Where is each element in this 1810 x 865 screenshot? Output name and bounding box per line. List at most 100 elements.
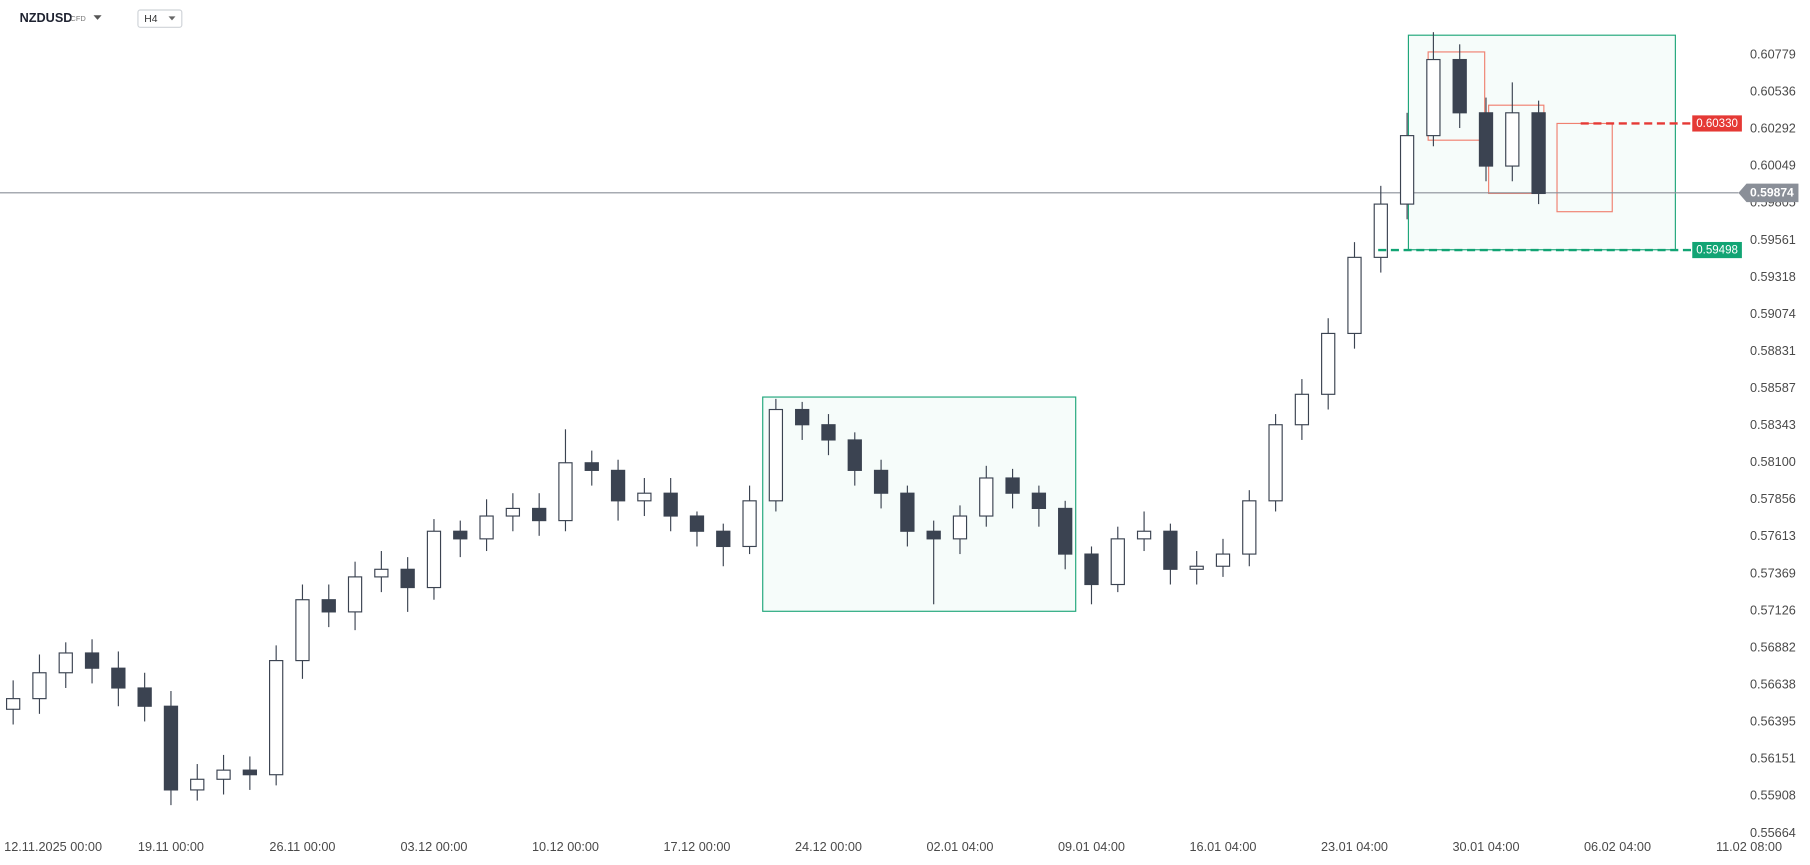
candle-body xyxy=(505,507,521,517)
candle-body xyxy=(716,530,731,548)
candle-body xyxy=(163,705,179,791)
candle-body xyxy=(295,599,310,662)
candle-body xyxy=(847,439,862,471)
last-price-label: 0.59874 xyxy=(1750,186,1794,200)
candle-body xyxy=(742,500,757,548)
candle-body xyxy=(1005,477,1020,494)
timeframe-select[interactable] xyxy=(137,9,183,28)
candle-body xyxy=(137,687,152,707)
x-tick-label: 06.02 04:00 xyxy=(1584,840,1651,854)
candle-body xyxy=(952,515,968,540)
candle-body xyxy=(111,667,126,689)
instrument: CFD xyxy=(70,14,86,23)
candle-body xyxy=(1399,135,1415,205)
zone-box xyxy=(762,396,1077,612)
candle-body xyxy=(374,568,389,578)
candle-body xyxy=(84,652,100,669)
x-tick-label: 09.01 04:00 xyxy=(1058,840,1125,854)
x-tick-label: 30.01 04:00 xyxy=(1452,840,1519,854)
candle-body xyxy=(1294,393,1310,426)
x-tick-label: 24.12 00:00 xyxy=(795,840,862,854)
candle-body xyxy=(1110,538,1125,586)
symbol-dropdown[interactable] xyxy=(93,15,102,20)
y-tick-label: 0.56882 xyxy=(1750,640,1796,654)
candle-body xyxy=(532,507,547,522)
y-tick-label: 0.57613 xyxy=(1750,529,1796,543)
y-tick-label: 0.57856 xyxy=(1750,492,1796,506)
candle-body xyxy=(1373,203,1388,258)
x-tick-label: 03.12 00:00 xyxy=(400,840,467,854)
candle-body xyxy=(873,469,889,494)
candle-body xyxy=(1452,58,1467,114)
candle-body xyxy=(1189,565,1204,570)
y-tick-label: 0.59318 xyxy=(1750,270,1796,284)
candle-body xyxy=(32,672,47,700)
x-tick-label: 23.01 04:00 xyxy=(1321,840,1388,854)
timeframe-dropdown[interactable] xyxy=(168,16,176,21)
candle-body xyxy=(453,530,468,540)
y-tick-label: 0.60049 xyxy=(1750,159,1796,173)
candle-body xyxy=(1215,553,1231,567)
level-tag xyxy=(1692,241,1742,259)
header: NZDUSD CFD H4 xyxy=(20,9,183,28)
y-tick-label: 0.59561 xyxy=(1750,233,1796,247)
x-tick-label: 19.11 00:00 xyxy=(138,840,204,854)
x-tick-label: 10.12 00:00 xyxy=(532,840,599,854)
candle-body xyxy=(1031,492,1047,510)
y-tick-label: 0.60292 xyxy=(1750,122,1796,136)
candle-body xyxy=(1242,500,1257,555)
candle-body xyxy=(216,769,231,780)
level-tag-label: 0.60330 xyxy=(1696,118,1738,130)
last-price-tag xyxy=(1738,183,1799,203)
y-tick-label: 0.60779 xyxy=(1750,47,1796,61)
candle-body xyxy=(479,515,494,540)
y-tick-label: 0.59074 xyxy=(1750,307,1796,321)
candle-body xyxy=(1478,112,1494,167)
candle-body xyxy=(321,599,336,613)
candle-body xyxy=(269,660,284,776)
y-tick-label: 0.55664 xyxy=(1750,826,1796,840)
candle-body xyxy=(190,778,205,791)
symbol[interactable]: NZDUSD xyxy=(20,11,73,25)
candle-body xyxy=(689,515,705,532)
candle-body xyxy=(1084,553,1099,586)
candle-body xyxy=(5,698,21,710)
candle-body xyxy=(1347,256,1362,335)
price-axis: 0.607790.605360.602920.600490.598050.595… xyxy=(4,47,1799,854)
x-tick-label: 17.12 00:00 xyxy=(663,840,730,854)
y-tick-label: 0.58831 xyxy=(1750,344,1796,358)
x-tick-label: 12.11.2025 00:00 xyxy=(4,840,102,854)
candle-body xyxy=(1505,112,1520,167)
y-tick-label: 0.56151 xyxy=(1750,752,1796,766)
y-tick-label: 0.56395 xyxy=(1750,715,1796,729)
candle-body xyxy=(58,652,73,674)
candle-body xyxy=(1426,58,1441,137)
y-tick-label: 0.57126 xyxy=(1750,603,1796,617)
x-tick-label: 02.01 04:00 xyxy=(926,840,993,854)
candle-body xyxy=(768,408,784,502)
candle-body xyxy=(1136,530,1152,540)
y-tick-label: 0.57369 xyxy=(1750,566,1796,580)
plot-area xyxy=(0,32,1739,806)
candle-body xyxy=(242,769,258,776)
x-tick-label: 11.02 08:00 xyxy=(1716,840,1782,854)
candle-body xyxy=(400,568,415,589)
candle-body xyxy=(1531,112,1546,195)
y-tick-label: 0.55908 xyxy=(1750,789,1796,803)
candle-body xyxy=(1268,424,1283,502)
y-tick-label: 0.58343 xyxy=(1750,418,1796,432)
timeframe[interactable]: H4 xyxy=(144,14,157,25)
x-tick-label: 16.01 04:00 xyxy=(1189,840,1256,854)
candle-body xyxy=(637,492,652,502)
candle-body xyxy=(821,424,836,441)
candle-body xyxy=(663,492,678,517)
candle-body xyxy=(558,462,573,522)
candle-body xyxy=(795,408,810,426)
candle-body xyxy=(1163,530,1178,570)
y-tick-label: 0.56638 xyxy=(1750,678,1796,692)
candle-body xyxy=(584,462,599,471)
candle-body xyxy=(610,469,626,502)
candle-body xyxy=(926,530,941,540)
